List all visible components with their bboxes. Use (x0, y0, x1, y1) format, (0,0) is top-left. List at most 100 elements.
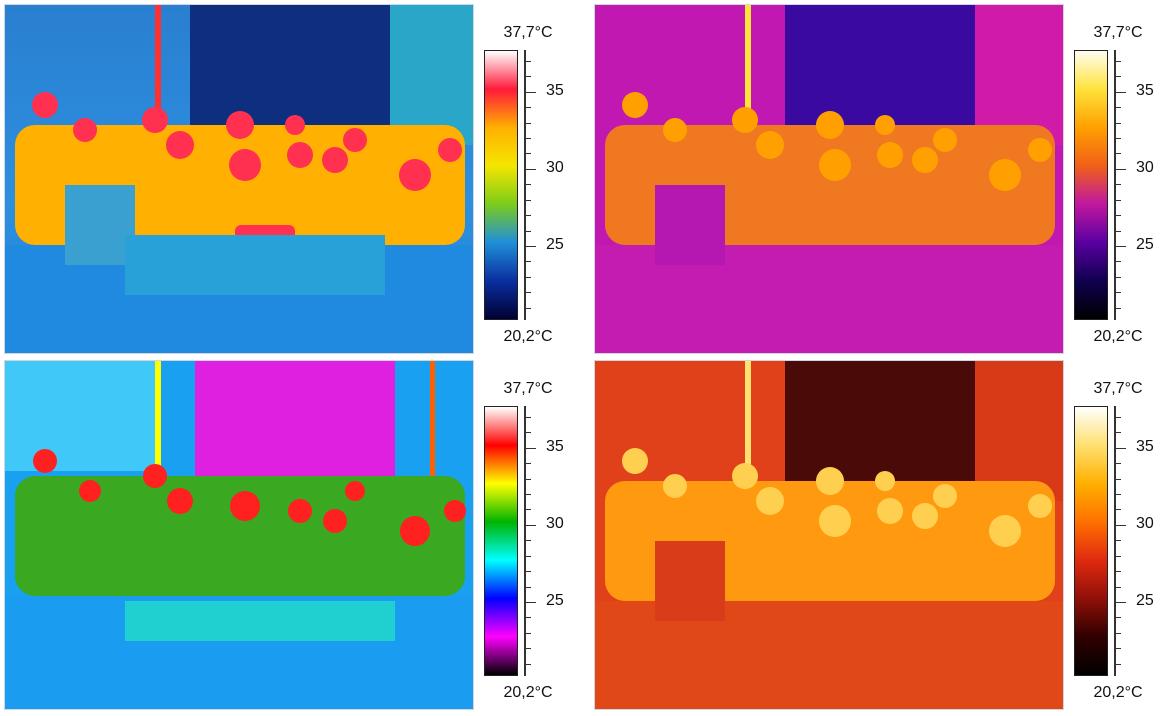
tick-label: 30 (546, 515, 564, 532)
temperature-scale: 37,7°C 35 30 25 20,2°C (474, 0, 582, 360)
scale-tick (526, 153, 531, 155)
tick-label: 30 (1136, 515, 1154, 532)
scale-tick (526, 107, 531, 109)
scale-tick (526, 555, 531, 557)
scale-max-label: 37,7°C (1093, 380, 1143, 397)
thermal-panel-iron: 37,7°C 35 30 25 20,2°C (590, 0, 1172, 354)
thermal-panel-rainbow-hc: 37,7°C 35 30 25 20,2°C (0, 356, 582, 710)
scale-tick (526, 648, 531, 650)
temperature-scale: 37,7°C 35 30 25 20,2°C (1064, 0, 1172, 360)
scale-tick (1116, 493, 1121, 495)
scale-tick (526, 168, 536, 170)
scale-tick (1116, 215, 1121, 217)
scale-tick (1116, 307, 1121, 309)
scale-tick (1116, 463, 1121, 465)
thermal-panel-hot: 37,7°C 35 30 25 20,2°C (590, 356, 1172, 710)
scale-tick (526, 432, 531, 434)
scale-axis (1114, 50, 1116, 320)
scale-tick (526, 601, 536, 603)
scale-tick (1116, 524, 1126, 526)
scale-axis (524, 406, 526, 676)
scale-tick (1116, 478, 1121, 480)
scale-tick (1116, 292, 1121, 294)
scale-tick (526, 493, 531, 495)
scale-tick (526, 60, 531, 62)
scale-max-label: 37,7°C (1093, 24, 1143, 41)
scale-tick (526, 540, 531, 542)
tick-label: 30 (1136, 159, 1154, 176)
scale-min-label: 20,2°C (1093, 684, 1143, 701)
thermal-panel-rainbow: 37,7°C 35 30 25 20,2°C (0, 0, 582, 354)
scale-tick (526, 509, 531, 511)
scale-tick (1116, 122, 1121, 124)
scale-tick (1116, 617, 1121, 619)
color-bar (1074, 50, 1108, 320)
scale-tick (526, 122, 531, 124)
scale-tick (1116, 632, 1121, 634)
scale-tick (1116, 168, 1126, 170)
scale-tick (526, 586, 531, 588)
scale-max-label: 37,7°C (503, 380, 553, 397)
scale-tick (1116, 91, 1126, 93)
scale-tick (526, 447, 536, 449)
scale-max-label: 37,7°C (503, 24, 553, 41)
tick-label: 35 (1136, 438, 1154, 455)
scale-tick (526, 478, 531, 480)
thermal-image-rainbow (4, 4, 474, 354)
scale-tick (526, 463, 531, 465)
thermal-image-rainbow-hc (4, 360, 474, 710)
scale-tick (1116, 276, 1121, 278)
color-bar (484, 406, 518, 676)
scale-tick (1116, 571, 1121, 573)
scale-tick (526, 571, 531, 573)
scale-tick (526, 137, 531, 139)
scale-tick (526, 524, 536, 526)
scale-tick (1116, 107, 1121, 109)
scale-tick (526, 199, 531, 201)
scale-tick (1116, 60, 1121, 62)
scale-tick (1116, 137, 1121, 139)
scale-tick (1116, 432, 1121, 434)
scale-tick (1116, 555, 1121, 557)
tick-label: 25 (1136, 236, 1154, 253)
temperature-scale: 37,7°C 35 30 25 20,2°C (1064, 356, 1172, 716)
tick-label: 35 (546, 82, 564, 99)
scale-tick (526, 261, 531, 263)
scale-tick (526, 632, 531, 634)
scale-min-label: 20,2°C (503, 684, 553, 701)
scale-tick (1116, 509, 1121, 511)
tick-label: 25 (546, 236, 564, 253)
scale-tick (1116, 76, 1121, 78)
tick-label: 35 (1136, 82, 1154, 99)
scale-tick (526, 230, 531, 232)
scale-tick (1116, 663, 1121, 665)
scale-tick (1116, 199, 1121, 201)
scale-tick (526, 617, 531, 619)
scale-tick (526, 307, 531, 309)
scale-tick (526, 215, 531, 217)
scale-axis (1114, 406, 1116, 676)
scale-tick (526, 663, 531, 665)
scale-tick (1116, 153, 1121, 155)
scale-tick (526, 91, 536, 93)
scale-tick (1116, 648, 1121, 650)
thermal-image-hot (594, 360, 1064, 710)
scale-min-label: 20,2°C (1093, 328, 1143, 345)
scale-tick (1116, 416, 1121, 418)
tick-label: 35 (546, 438, 564, 455)
tick-label: 25 (1136, 592, 1154, 609)
scale-tick (526, 292, 531, 294)
color-bar (484, 50, 518, 320)
scale-tick (1116, 447, 1126, 449)
tick-label: 30 (546, 159, 564, 176)
thermal-image-iron (594, 4, 1064, 354)
scale-tick (526, 416, 531, 418)
scale-tick (1116, 261, 1121, 263)
scale-tick (1116, 540, 1121, 542)
scale-tick (1116, 601, 1126, 603)
scale-tick (1116, 245, 1126, 247)
scale-tick (1116, 586, 1121, 588)
scale-tick (1116, 184, 1121, 186)
scale-tick (526, 245, 536, 247)
scale-min-label: 20,2°C (503, 328, 553, 345)
